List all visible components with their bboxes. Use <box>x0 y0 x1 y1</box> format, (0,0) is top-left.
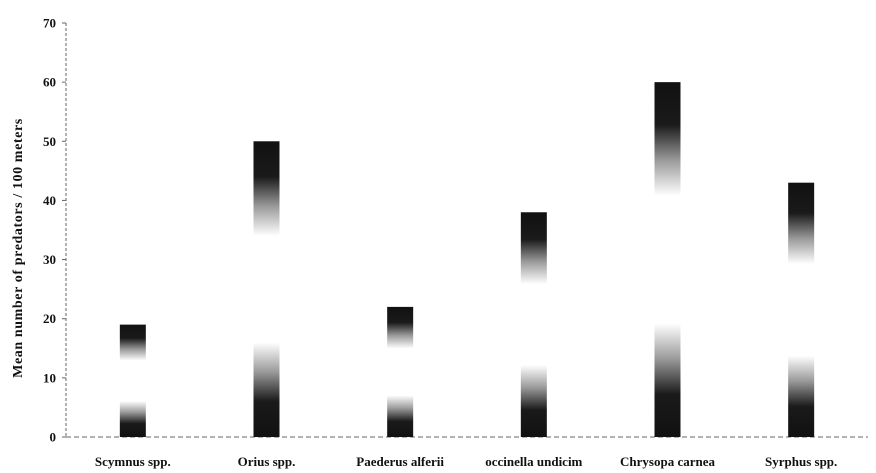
y-axis: 0 10 20 30 40 50 60 70 <box>43 16 67 445</box>
bars <box>119 82 815 438</box>
bar <box>788 182 815 437</box>
y-tick-label: 30 <box>43 252 56 267</box>
bar <box>520 212 547 437</box>
y-axis-title: Mean number of predators / 100 meters <box>11 118 26 378</box>
category-labels: Scymnus spp. Orius spp. Paederus alferii oc… <box>95 454 837 469</box>
bar <box>387 306 414 437</box>
category-label: Scymnus spp. <box>95 454 171 469</box>
category-label: Syrphus spp. <box>765 454 837 469</box>
y-tick-label: 20 <box>43 311 56 326</box>
category-label: occinella undicim <box>485 454 582 469</box>
y-tick-label: 60 <box>43 75 56 90</box>
category-label: Orius spp. <box>238 454 296 469</box>
bar <box>654 82 681 438</box>
y-tick-label: 0 <box>50 430 57 445</box>
y-tick-label: 40 <box>43 193 56 208</box>
bar <box>253 141 280 438</box>
y-tick-label: 50 <box>43 134 56 149</box>
y-tick-label: 70 <box>43 16 56 31</box>
bar <box>119 324 146 437</box>
category-label: Paederus alferii <box>356 454 444 469</box>
y-tick-label: 10 <box>43 370 56 385</box>
category-label: Chrysopa carnea <box>620 454 715 469</box>
